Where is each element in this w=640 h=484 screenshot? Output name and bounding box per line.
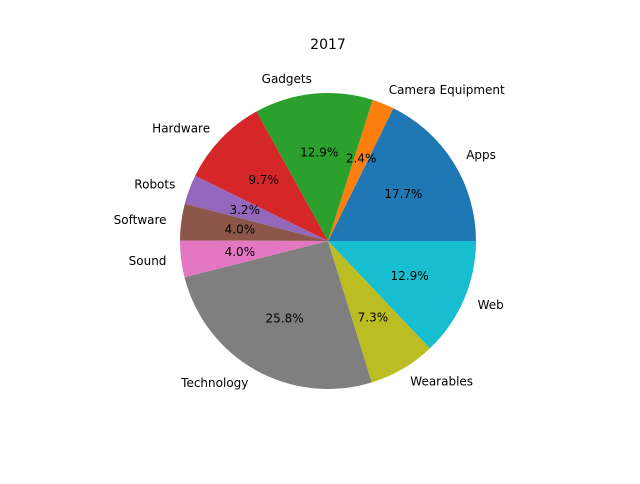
percent-label-hardware: 9.7% (248, 173, 279, 187)
pie-labels: Apps 17.7% Camera Equipment 2.4% Gadgets 12.9… (114, 72, 505, 390)
category-label-sound: Sound (129, 254, 167, 268)
percent-label-software: 4.0% (225, 223, 256, 237)
pie-slice-apps (328, 108, 476, 241)
category-label-apps: Apps (466, 148, 496, 162)
category-label-technology: Technology (180, 376, 248, 390)
pie-slice-camera-equipment (328, 99, 394, 242)
pie-slice-robots (184, 175, 328, 241)
category-label-hardware: Hardware (152, 122, 210, 136)
category-label-web: Web (478, 298, 504, 312)
pie-slice-web (328, 241, 476, 349)
percent-label-web: 12.9% (391, 269, 429, 283)
percent-label-apps: 17.7% (384, 187, 422, 201)
category-label-wearables: Wearables (410, 374, 473, 388)
percent-label-sound: 4.0% (225, 245, 256, 259)
pie-slice-hardware (195, 111, 328, 242)
pie-slice-gadgets (256, 93, 373, 241)
percent-label-gadgets: 12.9% (300, 146, 338, 160)
category-label-software: Software (114, 213, 167, 227)
chart-title: 2017 (310, 37, 346, 53)
pie-slice-sound (180, 240, 328, 278)
percent-label-wearables: 7.3% (358, 311, 389, 325)
percent-label-robots: 3.2% (229, 203, 260, 217)
pie-slice-technology (184, 241, 372, 389)
percent-label-technology: 25.8% (266, 311, 304, 325)
percent-label-camera-equipment: 2.4% (346, 152, 377, 166)
category-label-gadgets: Gadgets (262, 72, 312, 86)
category-label-robots: Robots (134, 177, 175, 191)
pie-slice-wearables (328, 241, 430, 383)
pie-slices (180, 93, 476, 389)
category-label-camera-equipment: Camera Equipment (389, 83, 505, 97)
pie-slice-software (180, 203, 328, 241)
